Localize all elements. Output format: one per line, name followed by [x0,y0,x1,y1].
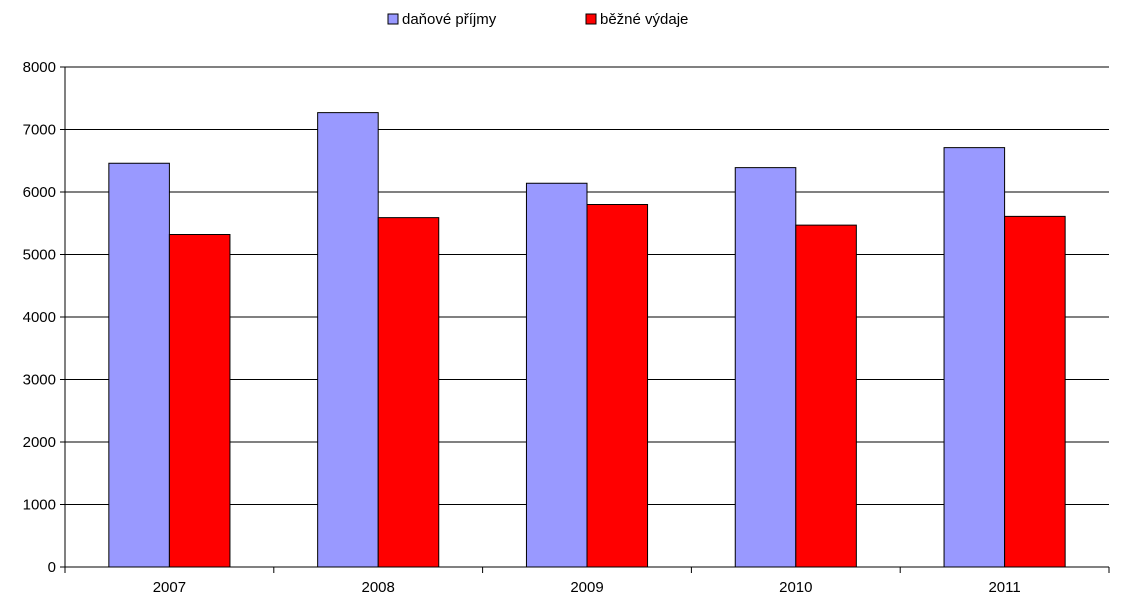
x-tick-label: 2008 [362,579,395,596]
bar-2011-danove-prijmy [943,147,1006,568]
x-tick-label: 2011 [988,579,1020,596]
bar-2009-danove-prijmy [525,182,588,568]
y-tick-label: 2000 [23,434,56,451]
y-tick-label: 6000 [23,184,56,201]
y-tick-label: 4000 [23,309,56,326]
x-tick-label: 2009 [570,579,603,596]
legend-swatch-bezne-vydaje [585,13,597,25]
bar-2009-bezne-vydaje [586,204,649,568]
legend-label-danove-prijmy: daňové příjmy [402,11,497,28]
bar-2007-bezne-vydaje [168,234,231,568]
y-tick-labels: 0 1000 2000 3000 4000 5000 6000 7000 8000 [23,59,56,576]
bar-2010-bezne-vydaje [795,224,857,568]
y-tick-label: 5000 [23,247,56,264]
y-tick-label: 7000 [23,122,56,139]
x-tick-labels: 2007 2008 2009 2010 2011 [153,579,1021,596]
bar-2007-danove-prijmy [108,162,170,568]
legend: daňové příjmy běžné výdaje [387,11,688,28]
bar-2008-bezne-vydaje [377,217,440,568]
bar-2011-bezne-vydaje [1004,215,1066,568]
y-tick-label: 1000 [23,497,56,514]
y-tick-label: 8000 [23,59,56,76]
bar-2008-danove-prijmy [317,112,379,568]
x-tick-label: 2007 [153,579,186,596]
legend-swatch-danove-prijmy [387,13,399,25]
bars [108,112,1066,568]
y-tick-label: 3000 [23,372,56,389]
y-tick-label: 0 [48,559,56,576]
axes [60,66,1110,573]
x-tick-label: 2010 [779,579,812,596]
bar-2010-danove-prijmy [734,167,797,568]
legend-label-bezne-vydaje: běžné výdaje [600,11,688,28]
